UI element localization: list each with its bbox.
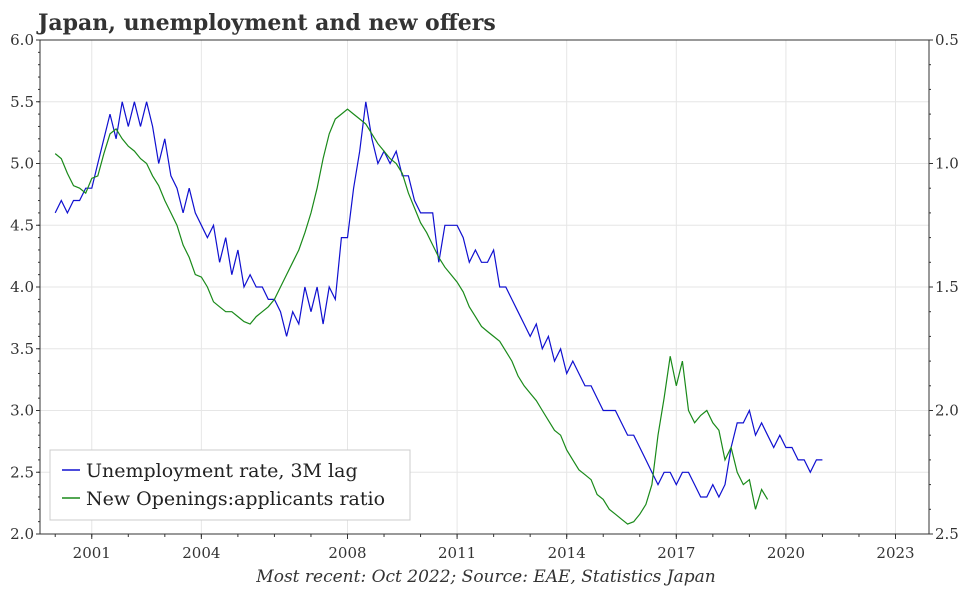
left-axis: 2.0 2.5 3.0 3.5 4.0 4.5 5.0 5.5 6.0 [10,31,40,543]
x-tick-label: 2011 [438,544,476,562]
legend-box [49,449,411,521]
left-tick-label: 5.5 [10,93,34,111]
x-tick-label: 2020 [767,544,805,562]
left-tick-label: 6.0 [10,31,34,49]
chart-caption: Most recent: Oct 2022; Source: EAE, Stat… [255,567,715,587]
plot-frame [39,39,930,535]
legend-label-openings: New Openings:applicants ratio [86,488,385,510]
left-tick-label: 4.0 [10,278,34,296]
left-tick-label: 2.0 [10,525,34,543]
left-tick-label: 3.5 [10,340,34,358]
series-lines [54,101,823,525]
series-line-unemployment [54,101,823,499]
x-tick-label: 2014 [548,544,586,562]
x-tick-label: 2004 [182,544,220,562]
left-tick-label: 3.0 [10,402,34,420]
right-tick-label: 2.0 [935,402,959,420]
left-tick-label: 5.0 [10,155,34,173]
right-tick-label: 1.5 [935,278,959,296]
grid [40,39,929,535]
x-tick-label: 2008 [328,544,366,562]
x-axis: 2001 2004 2008 2011 2014 2017 2020 2023 [54,534,915,562]
x-tick-label: 2023 [876,544,914,562]
left-tick-label: 4.5 [10,216,34,234]
left-tick-label: 2.5 [10,463,34,481]
right-tick-label: 0.5 [935,31,959,49]
right-tick-label: 1.0 [935,155,959,173]
legend-label-unemployment: Unemployment rate, 3M lag [86,460,358,482]
right-axis: 0.5 1.0 1.5 2.0 2.5 [929,31,959,543]
right-tick-label: 2.5 [935,525,959,543]
series-line-openings [54,108,769,525]
legend: Unemployment rate, 3M lag New Openings:a… [49,449,411,521]
chart-title: Japan, unemployment and new offers [36,10,496,36]
x-tick-label: 2017 [657,544,695,562]
x-tick-label: 2001 [73,544,111,562]
